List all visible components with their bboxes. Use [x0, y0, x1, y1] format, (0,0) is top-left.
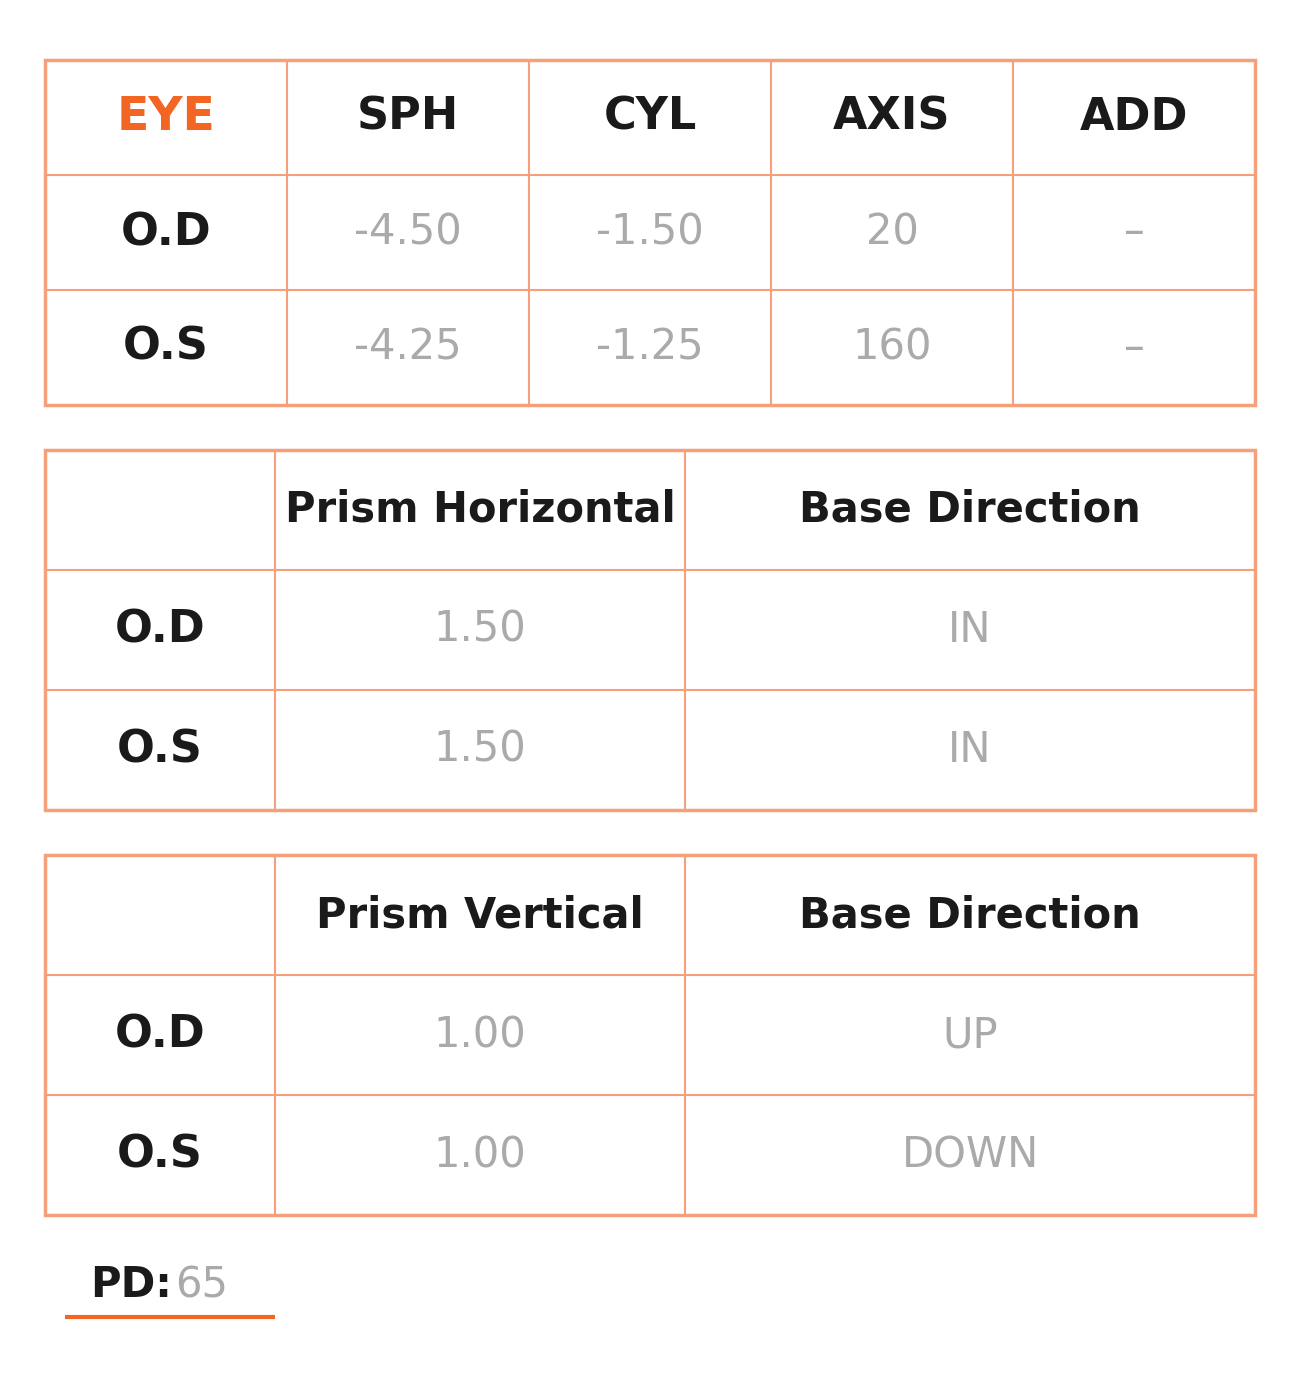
Bar — [46, 855, 1254, 1215]
Text: O.S: O.S — [124, 326, 209, 370]
Text: 20: 20 — [866, 211, 918, 253]
Text: –: – — [1123, 211, 1144, 253]
Text: Base Direction: Base Direction — [800, 489, 1141, 531]
Text: UP: UP — [942, 1014, 998, 1056]
Text: ADD: ADD — [1080, 97, 1188, 139]
Text: O.S: O.S — [117, 728, 203, 771]
Text: PD:: PD: — [90, 1264, 172, 1306]
Text: DOWN: DOWN — [901, 1134, 1039, 1176]
Text: -4.50: -4.50 — [354, 211, 462, 253]
Text: Prism Horizontal: Prism Horizontal — [285, 489, 676, 531]
Text: EYE: EYE — [117, 95, 216, 140]
Text: IN: IN — [948, 609, 992, 651]
Text: O.D: O.D — [114, 1014, 205, 1057]
Text: 1.50: 1.50 — [434, 729, 526, 771]
Text: –: – — [1123, 326, 1144, 368]
Text: O.S: O.S — [117, 1134, 203, 1176]
Text: Prism Vertical: Prism Vertical — [316, 895, 644, 937]
Text: IN: IN — [948, 729, 992, 771]
Text: 1.00: 1.00 — [434, 1134, 526, 1176]
Text: AXIS: AXIS — [833, 97, 950, 139]
Text: 1.00: 1.00 — [434, 1014, 526, 1056]
Text: -4.25: -4.25 — [354, 326, 462, 368]
Text: CYL: CYL — [603, 97, 697, 139]
Text: SPH: SPH — [358, 97, 459, 139]
Text: -1.50: -1.50 — [597, 211, 703, 253]
Text: 65: 65 — [176, 1264, 227, 1306]
Bar — [46, 449, 1254, 811]
Text: -1.25: -1.25 — [597, 326, 703, 368]
Text: 1.50: 1.50 — [434, 609, 526, 651]
Text: 160: 160 — [853, 326, 932, 368]
Text: O.D: O.D — [114, 609, 205, 651]
Text: O.D: O.D — [121, 211, 212, 253]
Text: Base Direction: Base Direction — [800, 895, 1141, 937]
Bar — [46, 60, 1254, 405]
